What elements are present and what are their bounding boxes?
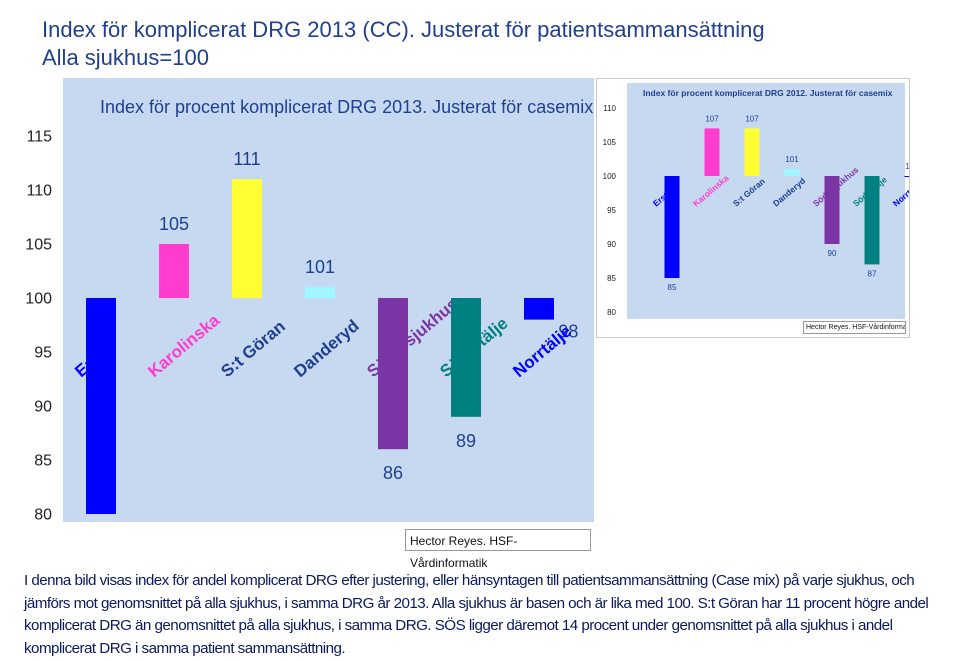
main-data-label-2: 111 (233, 149, 260, 169)
main-bar-3 (305, 287, 335, 298)
main-data-label-1: 105 (159, 214, 189, 234)
inset-bar-1 (704, 128, 720, 176)
inset-data-label-4: 90 (828, 249, 837, 258)
inset-chart-title: Index för procent komplicerat DRG 2012. … (643, 88, 893, 98)
inset-data-label-6: 100 (905, 162, 909, 171)
main-credit: Hector Reyes. HSF-Vårdinformatik (405, 529, 591, 570)
inset-data-label-3: 101 (785, 155, 799, 164)
slide-caption: I denna bild visas index för andel kompl… (24, 572, 929, 657)
inset-bar-chart: Index för procent komplicerat DRG 2012. … (603, 83, 909, 319)
inset-ytick-label: 95 (607, 206, 616, 215)
inset-bar-4 (824, 176, 840, 244)
main-data-label-4: 86 (383, 463, 403, 483)
main-ytick-label: 105 (25, 237, 52, 254)
inset-ytick-label: 85 (607, 274, 616, 283)
main-ytick-label: 85 (34, 453, 52, 470)
inset-ytick-label: 105 (603, 138, 617, 147)
main-ytick-label: 90 (34, 399, 52, 416)
slide-title: Index för komplicerat DRG 2013 (CC). Jus… (42, 16, 765, 72)
main-bar-2 (232, 179, 262, 298)
main-ytick-label: 110 (26, 183, 52, 200)
inset-credit: Hector Reyes. HSF-Vårdinformatik (803, 321, 906, 334)
main-ytick-label: 80 (34, 507, 52, 522)
main-plot-area (63, 78, 594, 522)
inset-data-label-1: 107 (705, 114, 719, 123)
main-bar-0 (86, 298, 116, 514)
main-ytick-label: 100 (25, 291, 52, 308)
inset-bar-6 (904, 176, 909, 177)
inset-data-label-2: 107 (745, 114, 759, 123)
inset-data-label-5: 87 (868, 269, 877, 278)
inset-ytick-label: 100 (603, 172, 617, 181)
slide-title-line-1: Index för komplicerat DRG 2013 (CC). Jus… (42, 17, 765, 42)
main-chart-title: Index för procent komplicerat DRG 2013. … (100, 97, 593, 117)
main-ytick-label: 95 (34, 345, 52, 362)
inset-chart-panel: Index för procent komplicerat DRG 2012. … (596, 78, 910, 338)
main-data-label-3: 101 (305, 257, 335, 277)
main-bar-6 (524, 298, 554, 320)
inset-bar-0 (664, 176, 680, 278)
main-bar-1 (159, 244, 189, 298)
inset-bar-3 (784, 169, 800, 176)
main-bar-chart: Index för procent komplicerat DRG 2013. … (25, 78, 594, 522)
inset-ytick-label: 90 (607, 240, 616, 249)
inset-ytick-label: 80 (607, 308, 616, 317)
slide-title-line-2: Alla sjukhus=100 (42, 45, 209, 70)
main-bar-5 (451, 298, 481, 417)
inset-ytick-label: 110 (603, 104, 616, 113)
main-ytick-label: 115 (26, 129, 52, 146)
inset-data-label-0: 85 (668, 283, 677, 292)
main-bar-4 (378, 298, 408, 450)
main-data-label-5: 89 (456, 431, 476, 451)
inset-bar-2 (744, 128, 760, 176)
main-data-label-6: 98 (558, 322, 578, 342)
inset-bar-5 (864, 176, 880, 265)
